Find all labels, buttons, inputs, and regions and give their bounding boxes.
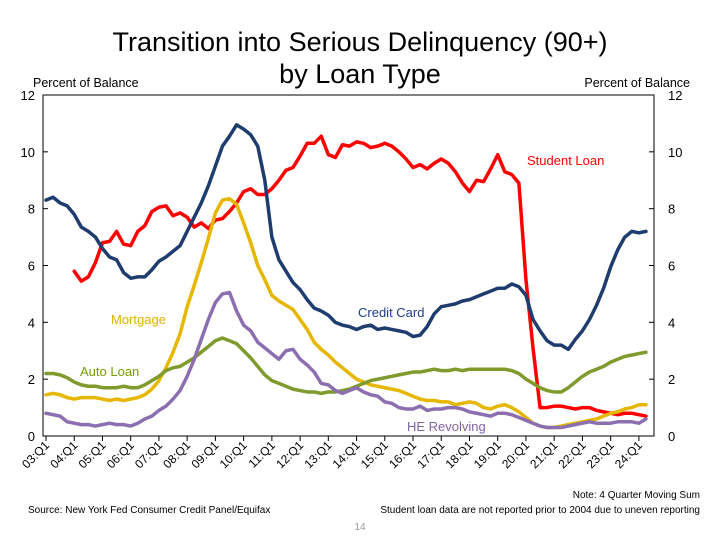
y-tick-label-right: 12: [668, 88, 682, 103]
y-tick-label-right: 8: [668, 202, 675, 217]
x-tick-label: 13:Q1: [301, 438, 334, 471]
y-tick-label-left: 8: [28, 202, 35, 217]
y-tick-label-left: 2: [28, 372, 35, 387]
x-tick-label: 08:Q1: [160, 438, 193, 471]
x-tick-label: 06:Q1: [104, 438, 137, 471]
y-tick-label-right: 6: [668, 259, 675, 274]
x-tick-label: 07:Q1: [132, 438, 165, 471]
reporting-note: Student loan data are not reported prior…: [380, 505, 700, 516]
y-tick-label-right: 4: [668, 315, 675, 330]
x-tick-label: 21:Q1: [527, 438, 560, 471]
source-note: Source: New York Fed Consumer Credit Pan…: [28, 505, 271, 516]
series-label-student-loan: Student Loan: [527, 153, 604, 168]
y-tick-label-left: 0: [28, 429, 35, 444]
x-tick-label: 14:Q1: [330, 438, 363, 471]
x-tick-label: 09:Q1: [188, 438, 221, 471]
y-tick-label-left: 12: [21, 88, 35, 103]
series-label-mortgage: Mortgage: [111, 312, 166, 327]
left-axis-label: Percent of Balance: [33, 76, 139, 90]
chart-title: Transition into Serious Delinquency (90+…: [0, 26, 720, 90]
x-tick-label: 03:Q1: [19, 438, 52, 471]
x-tick-label: 10:Q1: [217, 438, 250, 471]
x-tick-label: 11:Q1: [246, 438, 279, 471]
x-tick-label: 16:Q1: [386, 438, 419, 471]
y-tick-label-left: 6: [28, 259, 35, 274]
series-line-auto-loan: [44, 336, 648, 396]
x-tick-label: 19:Q1: [471, 438, 504, 471]
x-tick-label: 17:Q1: [414, 438, 447, 471]
y-tick-label-right: 2: [668, 372, 675, 387]
y-tick-label-left: 10: [21, 145, 35, 160]
series-label-auto-loan: Auto Loan: [80, 364, 139, 379]
x-tick-label: 24:Q1: [612, 438, 645, 471]
x-tick-label: 05:Q1: [76, 438, 109, 471]
x-tick-label: 15:Q1: [358, 438, 391, 471]
series-line-credit-card: [44, 123, 648, 352]
x-tick-label: 18:Q1: [443, 438, 476, 471]
y-tick-label-left: 4: [28, 315, 35, 330]
page-number: 14: [354, 522, 366, 533]
y-tick-label-right: 0: [668, 429, 675, 444]
series-label-credit-card: Credit Card: [358, 305, 424, 320]
x-tick-label: 22:Q1: [556, 438, 589, 471]
y-tick-label-right: 10: [668, 145, 682, 160]
series-line-student-loan: [72, 134, 648, 418]
x-tick-label: 04:Q1: [47, 438, 80, 471]
chart-title-line1: Transition into Serious Delinquency (90+…: [112, 27, 608, 57]
right-axis-label: Percent of Balance: [584, 76, 690, 90]
x-tick-label: 12:Q1: [273, 438, 306, 471]
x-tick-label: 20:Q1: [499, 438, 532, 471]
chart-title-line2: by Loan Type: [279, 59, 441, 89]
series-line-he-revolving: [44, 290, 648, 430]
x-tick-label: 23:Q1: [584, 438, 617, 471]
series-label-he-revolving: HE Revolving: [407, 419, 486, 434]
moving-sum-note: Note: 4 Quarter Moving Sum: [572, 490, 700, 501]
